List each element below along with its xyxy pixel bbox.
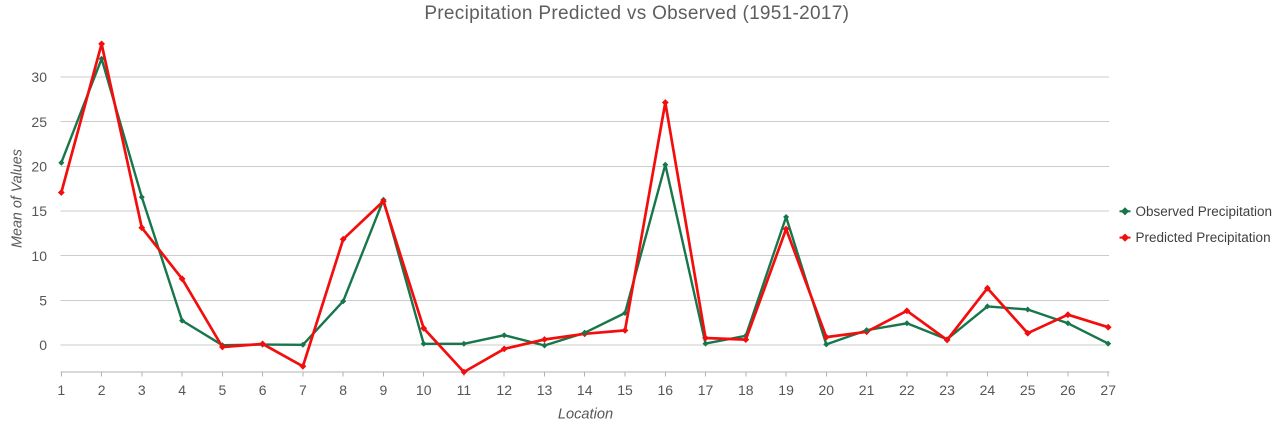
svg-text:Observed Precipitation: Observed Precipitation: [1136, 204, 1272, 219]
svg-text:18: 18: [738, 382, 754, 398]
svg-text:14: 14: [577, 382, 593, 398]
svg-text:16: 16: [658, 382, 674, 398]
svg-text:11: 11: [457, 382, 472, 398]
svg-text:Mean of Values: Mean of Values: [10, 149, 26, 248]
svg-text:0: 0: [39, 337, 47, 353]
svg-text:10: 10: [31, 248, 47, 264]
svg-text:Precipitation Predicted vs Obs: Precipitation Predicted vs Observed (195…: [424, 3, 849, 24]
svg-text:7: 7: [299, 382, 307, 398]
svg-text:9: 9: [380, 382, 388, 398]
svg-text:3: 3: [138, 382, 146, 398]
svg-text:1: 1: [57, 382, 65, 398]
svg-text:25: 25: [1020, 382, 1036, 398]
svg-text:21: 21: [859, 382, 875, 398]
svg-text:8: 8: [339, 382, 347, 398]
svg-text:Predicted Precipitation: Predicted Precipitation: [1136, 230, 1271, 245]
svg-text:22: 22: [899, 382, 915, 398]
svg-text:20: 20: [31, 159, 47, 175]
svg-text:26: 26: [1060, 382, 1076, 398]
svg-text:2: 2: [98, 382, 106, 398]
svg-text:20: 20: [819, 382, 835, 398]
svg-text:10: 10: [416, 382, 432, 398]
svg-text:5: 5: [39, 293, 47, 309]
svg-text:19: 19: [778, 382, 794, 398]
svg-text:15: 15: [31, 203, 47, 219]
svg-text:6: 6: [259, 382, 267, 398]
svg-text:23: 23: [939, 382, 955, 398]
svg-text:13: 13: [537, 382, 553, 398]
svg-text:24: 24: [980, 382, 996, 398]
svg-text:25: 25: [31, 114, 47, 130]
svg-text:15: 15: [617, 382, 633, 398]
svg-text:12: 12: [496, 382, 512, 398]
svg-text:5: 5: [219, 382, 227, 398]
svg-text:27: 27: [1100, 382, 1116, 398]
svg-text:Location: Location: [558, 407, 613, 423]
svg-text:4: 4: [178, 382, 186, 398]
svg-text:30: 30: [31, 69, 47, 85]
svg-text:17: 17: [698, 382, 714, 398]
